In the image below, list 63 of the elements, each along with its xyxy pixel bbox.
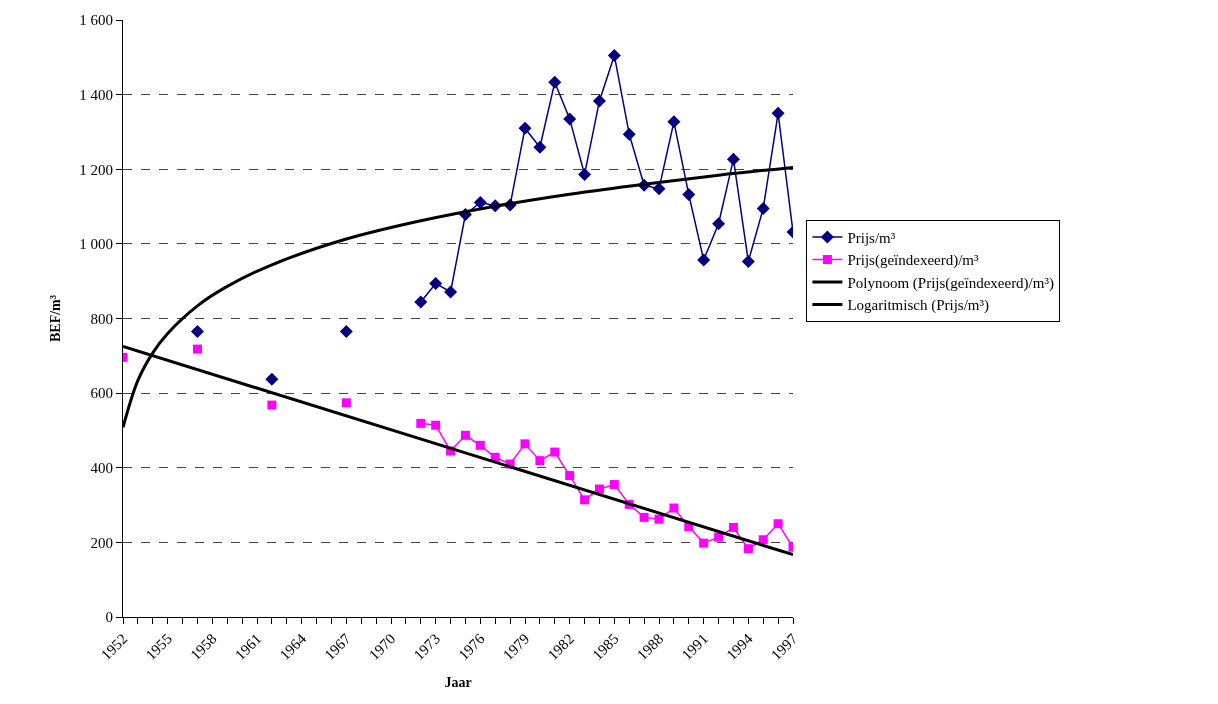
- point: [192, 344, 202, 354]
- point: [429, 276, 443, 290]
- point: [416, 418, 426, 428]
- point: [190, 325, 204, 339]
- y-tick-label: 1 000: [79, 236, 113, 253]
- point: [548, 75, 562, 89]
- point: [609, 480, 619, 490]
- point: [444, 285, 458, 299]
- point: [580, 495, 590, 505]
- point: [697, 253, 711, 267]
- point: [460, 430, 470, 440]
- point: [520, 439, 530, 449]
- point: [682, 188, 696, 202]
- y-tick-label: 600: [90, 385, 113, 402]
- point: [550, 447, 560, 457]
- point: [533, 140, 547, 154]
- y-tick-label: 200: [90, 534, 113, 551]
- y-tick-label: 800: [90, 310, 113, 327]
- point: [712, 217, 726, 231]
- x-tick-label: 1961: [231, 630, 265, 664]
- point: [622, 127, 636, 141]
- legend-label: Prijs/m³: [847, 229, 896, 246]
- y-tick-label: 1 200: [79, 161, 113, 178]
- point: [475, 440, 485, 450]
- point: [726, 152, 740, 166]
- point: [654, 514, 664, 524]
- x-axis-title: Jaar: [444, 675, 472, 691]
- point: [592, 94, 606, 108]
- x-tick-label: 1991: [678, 630, 712, 664]
- point: [771, 106, 785, 120]
- point: [667, 115, 681, 129]
- point: [756, 201, 770, 215]
- point: [341, 398, 351, 408]
- point: [578, 167, 592, 181]
- point: [414, 295, 428, 309]
- y-tick-label: 400: [90, 460, 113, 476]
- point: [265, 372, 279, 386]
- point: [758, 535, 768, 545]
- point: [339, 325, 353, 339]
- point: [267, 400, 277, 410]
- point: [773, 519, 783, 529]
- point: [563, 112, 577, 126]
- point: [518, 121, 532, 135]
- point: [473, 195, 487, 209]
- y-axis-title: BEF/m³: [47, 295, 63, 342]
- point: [431, 420, 441, 430]
- point: [728, 522, 738, 532]
- point: [743, 544, 753, 554]
- point: [669, 503, 679, 513]
- point: [741, 254, 755, 268]
- legend-label: Polynoom (Prijs(geïndexeerd)/m³): [847, 274, 1054, 292]
- point: [714, 532, 724, 542]
- legend-label: Logaritmisch (Prijs/m³): [847, 297, 989, 315]
- point: [639, 512, 649, 522]
- y-tick-label: 1 600: [79, 12, 113, 29]
- point: [565, 471, 575, 481]
- point: [535, 456, 545, 466]
- legend-label: Prijs(geïndexeerd)/m³: [847, 252, 980, 270]
- point: [699, 538, 709, 548]
- y-tick-label: 1 400: [79, 86, 113, 103]
- point: [607, 48, 621, 62]
- y-tick-label: 0: [105, 609, 113, 626]
- point: [652, 182, 666, 196]
